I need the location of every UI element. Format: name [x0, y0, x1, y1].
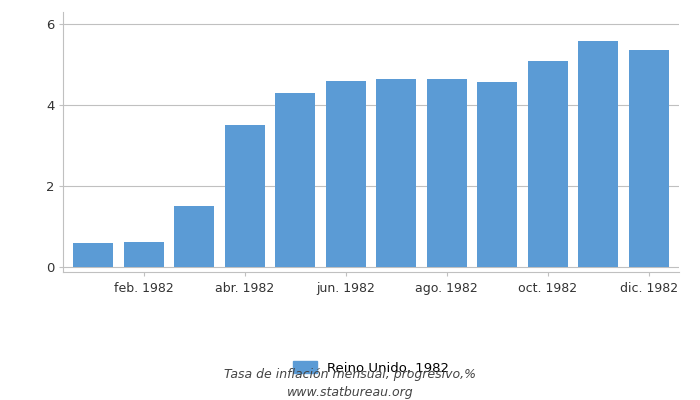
Bar [225, 124, 265, 267]
Bar [578, 41, 618, 267]
Bar [73, 243, 113, 267]
Bar [124, 242, 164, 267]
Bar [275, 93, 316, 267]
Bar [174, 206, 214, 267]
Text: Tasa de inflación mensual, progresivo,%: Tasa de inflación mensual, progresivo,% [224, 368, 476, 381]
Text: www.statbureau.org: www.statbureau.org [287, 386, 413, 399]
Bar [426, 79, 467, 267]
Bar [477, 82, 517, 267]
Bar [326, 81, 366, 267]
Bar [376, 79, 416, 267]
Legend: Reino Unido, 1982: Reino Unido, 1982 [293, 361, 449, 375]
Bar [528, 60, 568, 267]
Bar [629, 50, 669, 267]
